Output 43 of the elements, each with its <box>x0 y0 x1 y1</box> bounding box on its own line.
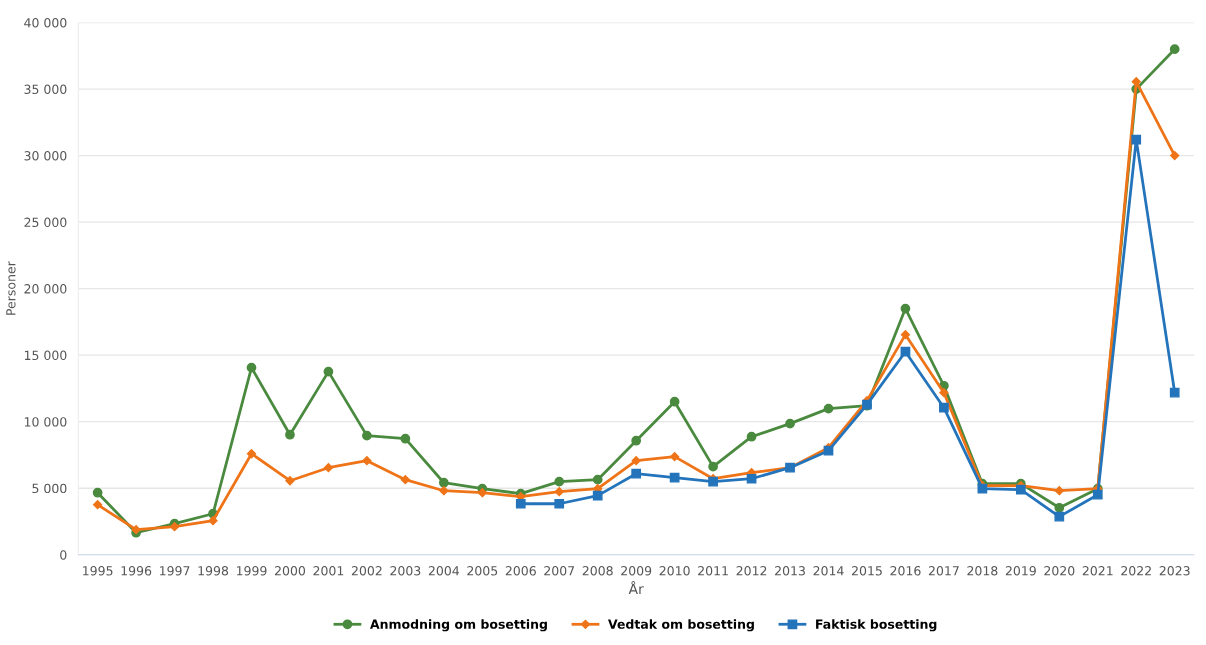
legend-label: Anmodning om bosetting <box>370 619 547 632</box>
x-axis-title: År <box>628 581 644 595</box>
y-tick-label: 35 000 <box>24 84 67 95</box>
x-tick-label: 2002 <box>351 566 382 576</box>
x-tick-label: 2004 <box>428 566 460 576</box>
y-axis-title: Personer <box>6 261 16 315</box>
x-tick-label: 2020 <box>1044 566 1075 576</box>
y-tick-label: 40 000 <box>24 18 67 28</box>
x-tick-label: 2005 <box>467 566 498 576</box>
legend-label: Faktisk bosetting <box>816 619 937 632</box>
x-tick-label: 2015 <box>851 566 882 576</box>
x-tick-label: 2017 <box>928 566 959 576</box>
x-tick-label: 2001 <box>313 566 344 576</box>
y-tick-label: 15 000 <box>24 350 67 361</box>
x-tick-label: 1997 <box>160 566 190 576</box>
x-tick-label: 2008 <box>582 566 613 576</box>
y-tick-label: 25 000 <box>24 217 67 228</box>
x-tick-label: 2023 <box>1159 566 1190 576</box>
x-tick-label: 2003 <box>390 566 421 576</box>
x-tick-label: 2014 <box>813 566 844 576</box>
x-tick-label: 2000 <box>274 566 306 576</box>
x-tick-label: 1996 <box>121 566 152 576</box>
x-tick-label: 2009 <box>621 566 652 576</box>
x-tick-label: 2006 <box>505 566 536 576</box>
y-tick-label: 5 000 <box>32 483 67 494</box>
y-tick-label: 20 000 <box>24 284 67 294</box>
y-tick-label: 30 000 <box>24 151 67 161</box>
x-tick-label: 2018 <box>967 566 998 576</box>
x-tick-label: 2011 <box>698 566 728 576</box>
y-tick-label: 0 <box>60 550 67 560</box>
x-tick-label: 2013 <box>775 566 805 576</box>
x-tick-label: 2022 <box>1121 566 1151 576</box>
x-tick-label: 2021 <box>1082 566 1113 576</box>
legend-label: Vedtak om bosetting <box>608 619 754 632</box>
x-tick-label: 2016 <box>890 566 921 576</box>
x-tick-label: 1999 <box>236 566 267 576</box>
x-tick-label: 2007 <box>544 566 575 576</box>
x-tick-label: 1995 <box>83 566 113 576</box>
x-tick-label: 2010 <box>659 566 690 576</box>
y-tick-label: 10 000 <box>24 417 67 427</box>
x-tick-label: 2012 <box>736 566 767 576</box>
x-tick-label: 2019 <box>1005 566 1036 576</box>
x-tick-label: 1998 <box>198 566 229 576</box>
